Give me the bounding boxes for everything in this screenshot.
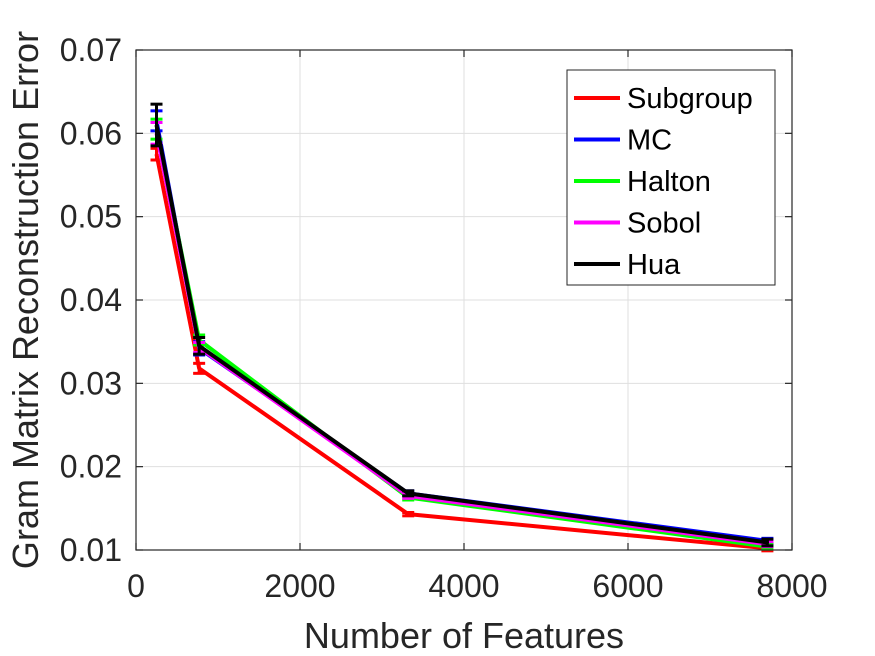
x-tick-label: 4000 [428, 568, 499, 604]
series-line [154, 153, 768, 551]
x-tick-label: 8000 [756, 568, 827, 604]
y-tick-label: 0.03 [60, 365, 122, 401]
legend: Subgroup MC Halton Sobol Hua [566, 69, 776, 286]
y-tick-label: 0.01 [60, 532, 122, 568]
legend-box [566, 69, 776, 286]
x-axis-title: Number of Features [304, 615, 624, 656]
legend-item-mc: MC [574, 125, 672, 157]
data-point [197, 366, 201, 370]
data-point [406, 512, 410, 516]
legend-item-hua: Hua [574, 249, 681, 281]
y-axis-title: Gram Matrix Reconstruction Error [5, 31, 46, 569]
series-layer [150, 102, 774, 553]
series-hua [150, 102, 774, 548]
x-tick-label: 6000 [592, 568, 663, 604]
data-point [155, 123, 158, 127]
y-tick-label: 0.04 [60, 282, 122, 318]
ticks [135, 49, 793, 551]
tick-labels: 0 2000 4000 6000 8000 0.01 0.02 0.03 0.04 0.05 0.0… [60, 32, 828, 604]
data-point [155, 152, 158, 156]
data-point [406, 491, 410, 495]
y-tick-label: 0.05 [60, 199, 122, 235]
x-tick-label: 2000 [264, 568, 335, 604]
legend-label: Subgroup [627, 83, 753, 115]
series-line [154, 124, 768, 545]
data-point [765, 541, 769, 544]
legend-item-halton: Halton [574, 166, 711, 198]
data-point [197, 344, 201, 348]
legend-label: Halton [627, 166, 711, 198]
legend-label: Sobol [627, 208, 701, 240]
y-tick-label: 0.06 [60, 115, 122, 151]
y-tick-label: 0.07 [60, 32, 122, 68]
legend-label: Hua [627, 249, 681, 281]
legend-label: MC [627, 125, 672, 157]
x-tick-label: 0 [127, 568, 145, 604]
legend-item-subgroup: Subgroup [574, 83, 753, 115]
y-tick-label: 0.02 [60, 449, 122, 485]
legend-item-sobol: Sobol [574, 208, 701, 240]
